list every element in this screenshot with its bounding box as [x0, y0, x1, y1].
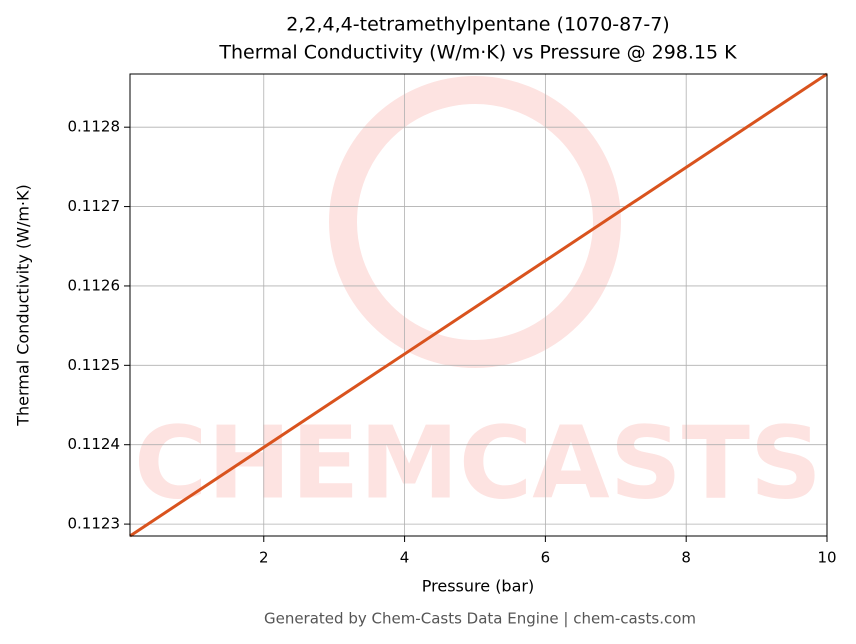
watermark-logo	[329, 76, 621, 368]
footer: Generated by Chem-Casts Data Engine | ch…	[264, 610, 696, 628]
data-line	[129, 72, 828, 538]
x-tick-label: 8	[681, 549, 691, 567]
x-tick-label: 4	[400, 549, 410, 567]
y-tick-label: 0.1123	[68, 515, 121, 533]
y-axis-label: Thermal Conductivity (W/m·K)	[14, 184, 33, 427]
x-tick-label: 2	[259, 549, 269, 567]
y-tick-label: 0.1124	[68, 435, 121, 453]
x-tick-label: 10	[817, 549, 836, 567]
y-tick-label: 0.1127	[68, 197, 121, 215]
plot-frame	[129, 73, 828, 537]
watermark: CHEMCASTS	[134, 404, 822, 521]
chart-title: 2,2,4,4-tetramethylpentane (1070-87-7)	[286, 14, 669, 36]
x-axis-label: Pressure (bar)	[422, 577, 534, 596]
y-tick-label: 0.1128	[68, 118, 121, 136]
y-tick-label: 0.1126	[68, 276, 121, 294]
y-tick-label: 0.1125	[68, 356, 121, 374]
x-tick-label: 6	[541, 549, 551, 567]
chart-subtitle: Thermal Conductivity (W/m·K) vs Pressure…	[218, 42, 737, 64]
